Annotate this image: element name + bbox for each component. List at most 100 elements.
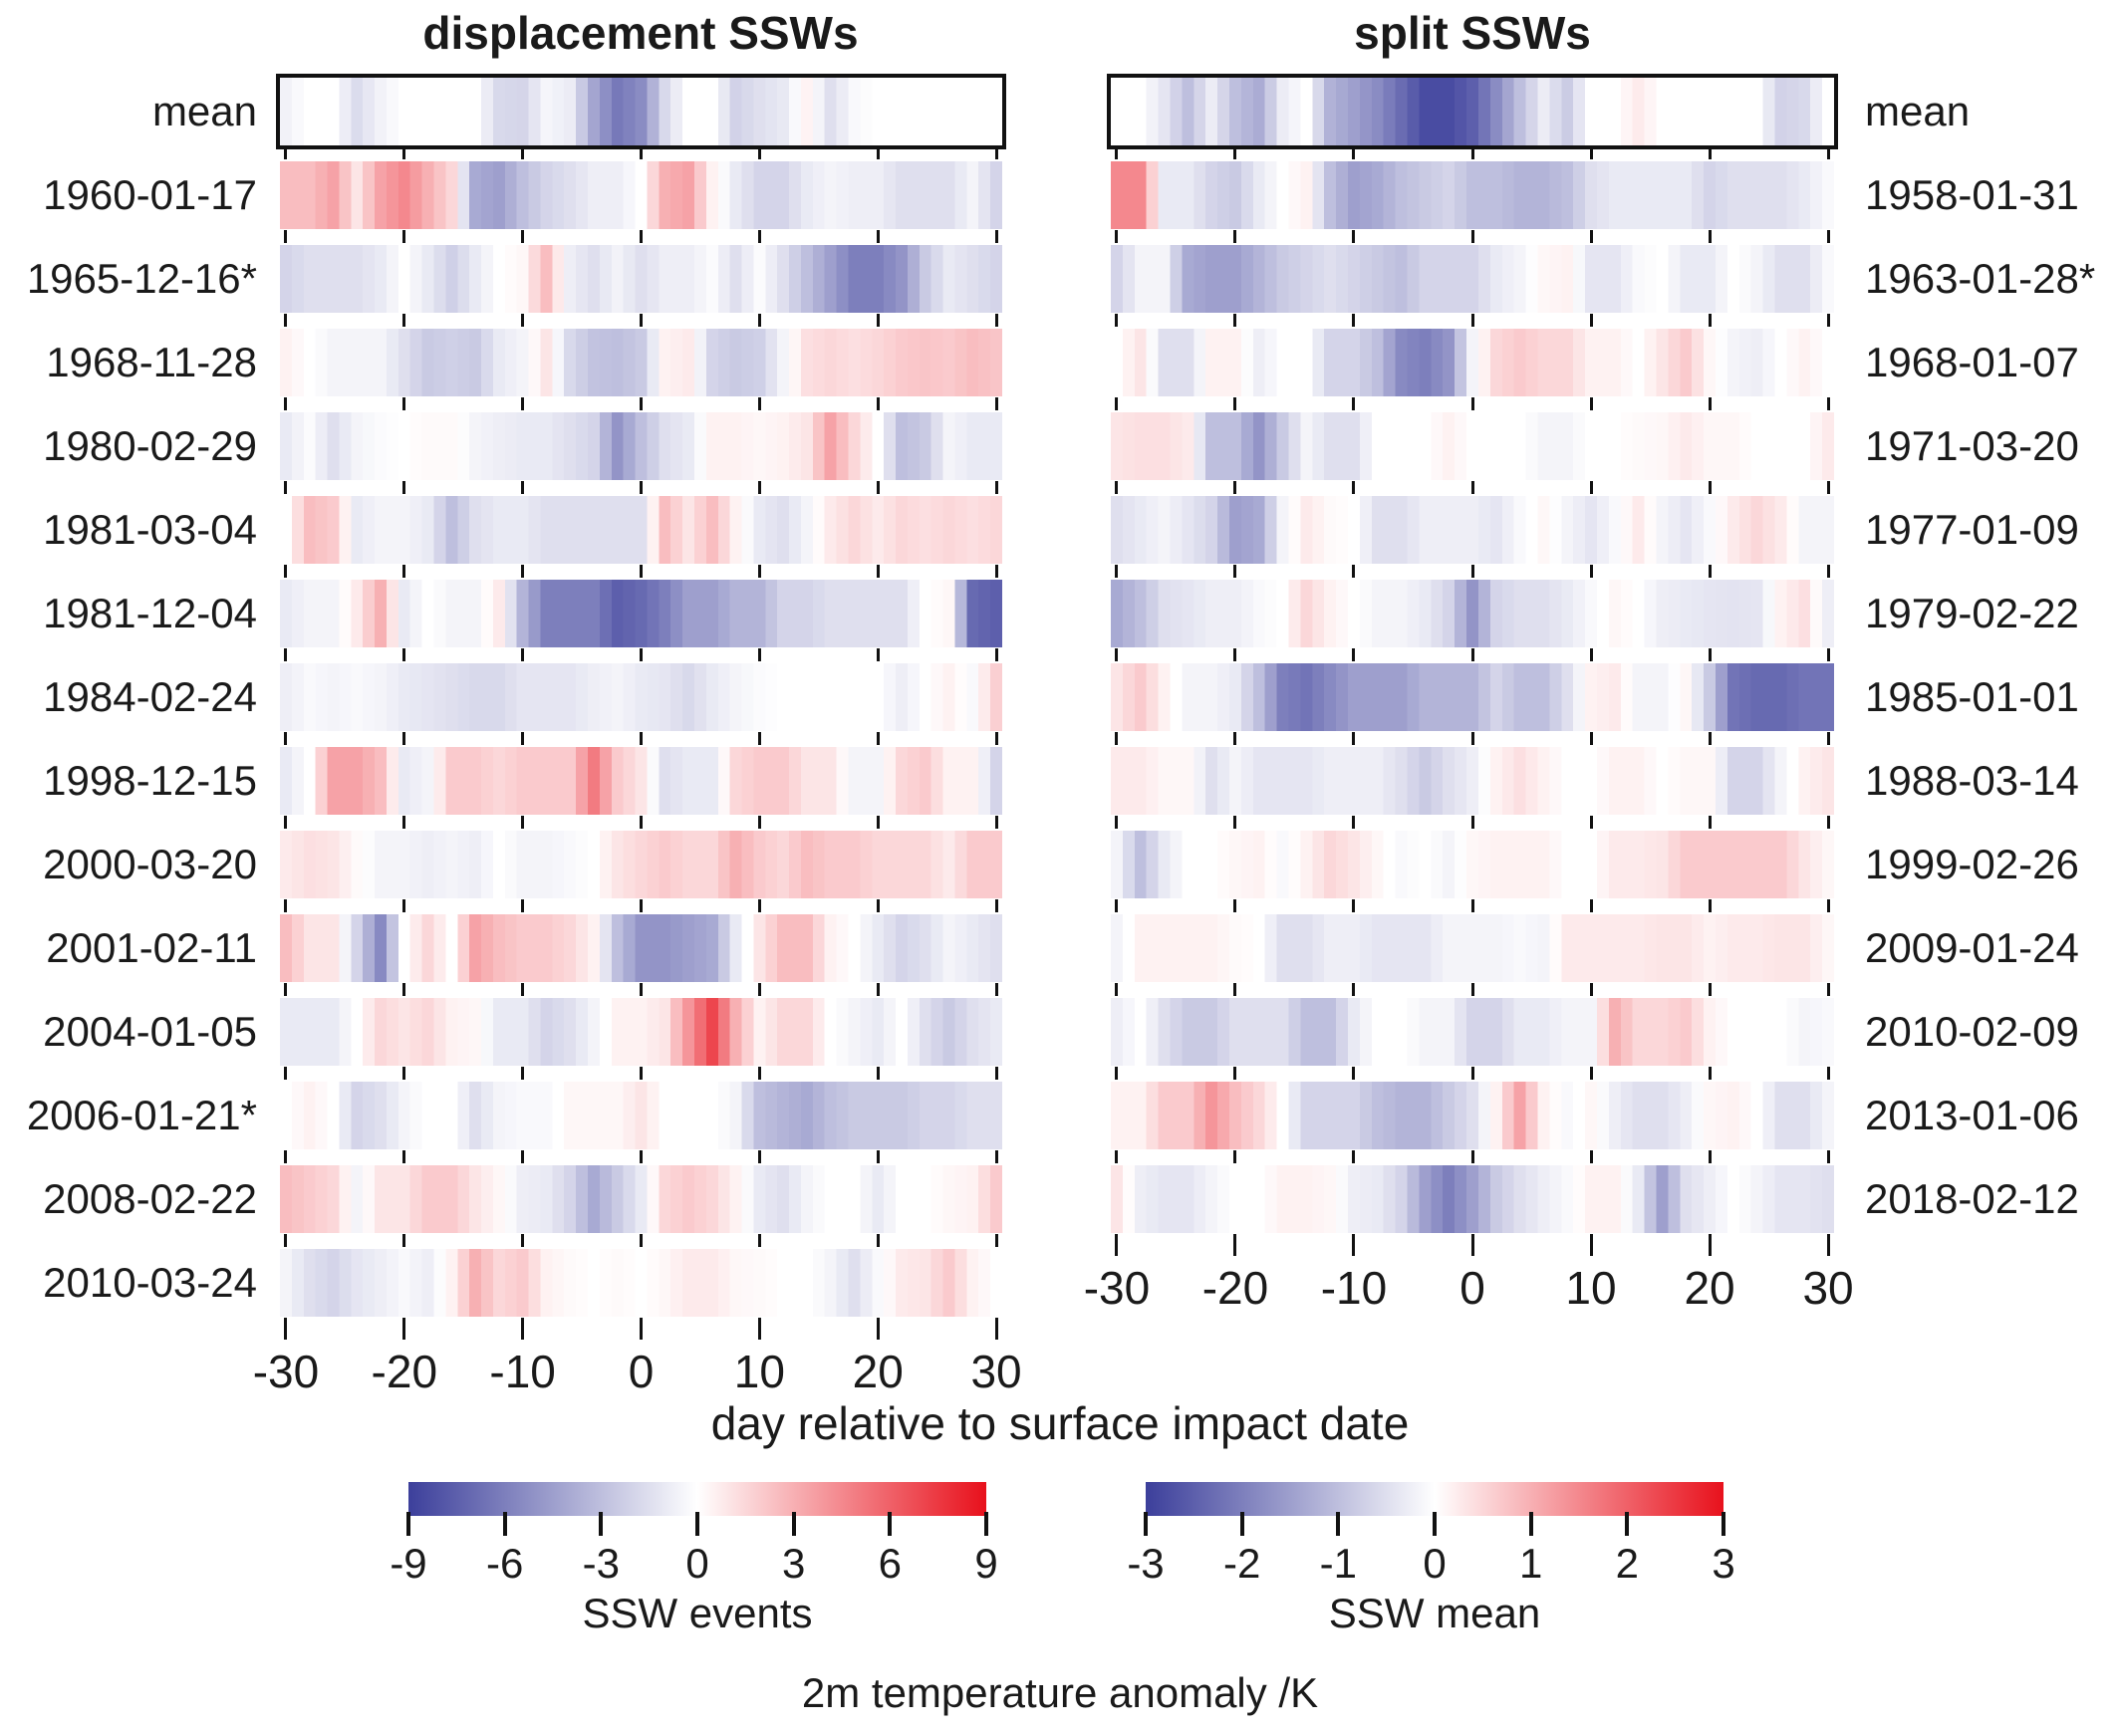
day-tick [402, 146, 406, 159]
event-strip-displacement [280, 1082, 1002, 1149]
x-axis-tick-label: 0 [1459, 1262, 1485, 1314]
event-strip-split [1111, 747, 1834, 815]
day-tick [994, 481, 998, 494]
day-tick [994, 146, 998, 159]
day-tick [1233, 1150, 1237, 1163]
day-tick [994, 1234, 998, 1247]
day-tick [1352, 314, 1356, 327]
colorbar-tick-label: 1 [1518, 1540, 1543, 1587]
day-tick [284, 1150, 288, 1163]
day-tick [521, 1067, 525, 1080]
day-tick [757, 1067, 761, 1080]
row-label-1985-01-01: 1985-01-01 [1865, 673, 2079, 720]
day-tick [1826, 481, 1830, 494]
day-tick [1115, 1234, 1119, 1256]
day-tick [521, 481, 525, 494]
day-tick [1589, 565, 1593, 578]
day-tick [757, 648, 761, 661]
day-tick [876, 1150, 880, 1163]
x-axis-tick-label: -30 [1083, 1262, 1151, 1314]
figure-caption: 2m temperature anomaly /K [801, 1669, 1319, 1716]
colorbar-tick-label: -6 [485, 1540, 524, 1587]
day-tick [1826, 230, 1830, 243]
day-tick [640, 481, 643, 494]
day-tick [1708, 1150, 1712, 1163]
day-tick [402, 1067, 406, 1080]
day-tick [876, 648, 880, 661]
day-tick [1470, 1150, 1474, 1163]
day-tick [994, 397, 998, 410]
day-tick [757, 816, 761, 829]
colorbar-tick [888, 1512, 893, 1536]
event-strip-displacement [280, 161, 1002, 229]
day-tick [402, 314, 406, 327]
day-tick [1589, 648, 1593, 661]
day-tick [876, 481, 880, 494]
row-label-2010-02-09: 2010-02-09 [1865, 1008, 2079, 1055]
day-tick [402, 230, 406, 243]
day-tick [1352, 146, 1356, 159]
day-tick [1589, 1234, 1593, 1256]
event-strip-split [1111, 496, 1834, 564]
day-tick [876, 397, 880, 410]
day-tick [876, 983, 880, 996]
row-label-2000-03-20: 2000-03-20 [43, 841, 257, 887]
event-strip-displacement [280, 412, 1002, 480]
day-tick [1352, 481, 1356, 494]
row-label-1958-01-31: 1958-01-31 [1865, 171, 2079, 218]
day-tick [757, 1150, 761, 1163]
day-tick [521, 314, 525, 327]
event-strip-split [1111, 412, 1834, 480]
day-tick [284, 314, 288, 327]
event-strip-split [1111, 831, 1834, 898]
colorbar-tick-label: 2 [1615, 1540, 1640, 1587]
x-axis-tick-label: 20 [852, 1346, 904, 1397]
day-tick [1115, 1067, 1119, 1080]
event-strip-displacement [280, 1165, 1002, 1233]
x-axis-tick-label: 30 [970, 1346, 1022, 1397]
row-label-mean: mean [1865, 88, 1971, 134]
day-tick [1589, 481, 1593, 494]
day-tick [994, 230, 998, 243]
day-tick [1708, 816, 1712, 829]
colorbar-mean [1146, 1482, 1723, 1516]
day-tick [1826, 397, 1830, 410]
day-tick [994, 1150, 998, 1163]
row-label-1981-03-04: 1981-03-04 [43, 506, 257, 553]
day-tick [994, 1067, 998, 1080]
day-tick [1708, 1067, 1712, 1080]
day-tick [402, 481, 406, 494]
day-tick [402, 565, 406, 578]
day-tick [876, 230, 880, 243]
day-tick [640, 899, 643, 912]
x-axis-tick-label: -10 [489, 1346, 556, 1397]
day-tick [1826, 983, 1830, 996]
day-tick [1708, 648, 1712, 661]
day-tick [757, 899, 761, 912]
day-tick [1470, 314, 1474, 327]
day-tick [876, 146, 880, 159]
day-tick [1589, 397, 1593, 410]
day-tick [1470, 732, 1474, 745]
day-tick [1352, 565, 1356, 578]
day-tick [1470, 1067, 1474, 1080]
event-strip-split [1111, 161, 1834, 229]
day-tick [1470, 565, 1474, 578]
row-label-2013-01-06: 2013-01-06 [1865, 1092, 2079, 1138]
day-tick [402, 816, 406, 829]
day-tick [1352, 732, 1356, 745]
day-tick [284, 565, 288, 578]
event-strip-displacement [280, 245, 1002, 313]
row-label-1979-02-22: 1979-02-22 [1865, 590, 2079, 636]
row-label-1965-12-16-: 1965-12-16* [26, 255, 257, 302]
row-label-1968-11-28: 1968-11-28 [46, 339, 257, 385]
x-axis-tick-label: 30 [1802, 1262, 1854, 1314]
row-label-1998-12-15: 1998-12-15 [43, 757, 257, 804]
event-strip-displacement [280, 998, 1002, 1066]
day-tick [1233, 481, 1237, 494]
day-tick [521, 397, 525, 410]
event-strip-displacement [280, 329, 1002, 396]
day-tick [1115, 397, 1119, 410]
day-tick [1470, 230, 1474, 243]
day-tick [1233, 648, 1237, 661]
